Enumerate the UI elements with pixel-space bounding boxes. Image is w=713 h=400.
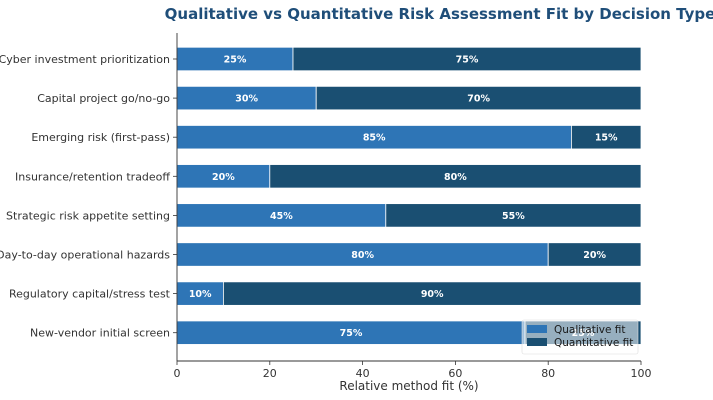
bar-quantitative-0 [292,46,642,72]
bar-label-quantitative-5: 20% [583,250,606,261]
bar-label-qualitative-6: 10% [189,289,212,300]
bar-label-quantitative-3: 80% [444,172,467,183]
bar-quantitative-5 [547,242,642,267]
x-tick-label-0: 0 [174,367,181,380]
y-tick-label-6: Regulatory capital/stress test [9,288,171,301]
bar-label-qualitative-3: 20% [212,172,235,183]
bar-label-qualitative-0: 25% [224,55,247,66]
bar-label-qualitative-7: 75% [340,328,363,339]
bar-quantitative-2 [571,125,642,150]
bars-layer: 25% 75% 30% 70% 85% 15% 20% 80% 45% 55% 80% 20% 10% 9… [176,46,642,345]
bar-quantitative-3 [269,164,642,189]
x-tick-label-5: 100 [631,367,652,380]
bar-label-quantitative-2: 15% [595,133,618,144]
y-tick-label-2: Emerging risk (first-pass) [31,131,170,144]
bar-label-quantitative-4: 55% [502,211,525,222]
y-tick-label-3: Insurance/retention tradeoff [15,170,170,183]
x-axis-title: Relative method fit (%) [339,379,478,393]
legend-box [521,319,639,355]
y-tick-label-4: Strategic risk appetite setting [6,209,170,222]
axes-layer: Cyber investment prioritization Capital p… [0,33,652,380]
legend-swatch-1 [527,338,547,346]
bar-label-quantitative-1: 70% [467,94,490,105]
x-tick-label-2: 40 [356,367,370,380]
bar-quantitative-1 [315,85,642,111]
bar-label-qualitative-2: 85% [363,133,386,144]
legend-label-1: Quantitative fit [554,337,633,349]
chart-title: Qualitative vs Quantitative Risk Assessm… [165,5,713,23]
y-tick-label-7: New-vendor initial screen [30,327,170,340]
x-tick-label-1: 20 [263,367,277,380]
y-tick-label-0: Cyber investment prioritization [0,53,170,66]
y-tick-label-1: Capital project go/no-go [37,92,170,105]
legend-label-0: Qualitative fit [554,324,626,336]
bar-quantitative-6 [222,281,642,306]
x-tick-label-3: 60 [448,367,462,380]
bar-label-quantitative-0: 75% [456,55,479,66]
y-tick-label-5: Day-to-day operational hazards [0,249,170,262]
bar-quantitative-4 [385,203,642,228]
bar-label-quantitative-6: 90% [421,289,444,300]
bar-label-qualitative-4: 45% [270,211,293,222]
x-tick-label-4: 80 [541,367,555,380]
bar-label-qualitative-1: 30% [235,94,258,105]
legend-swatch-0 [527,325,547,333]
bar-label-qualitative-5: 80% [351,250,374,261]
